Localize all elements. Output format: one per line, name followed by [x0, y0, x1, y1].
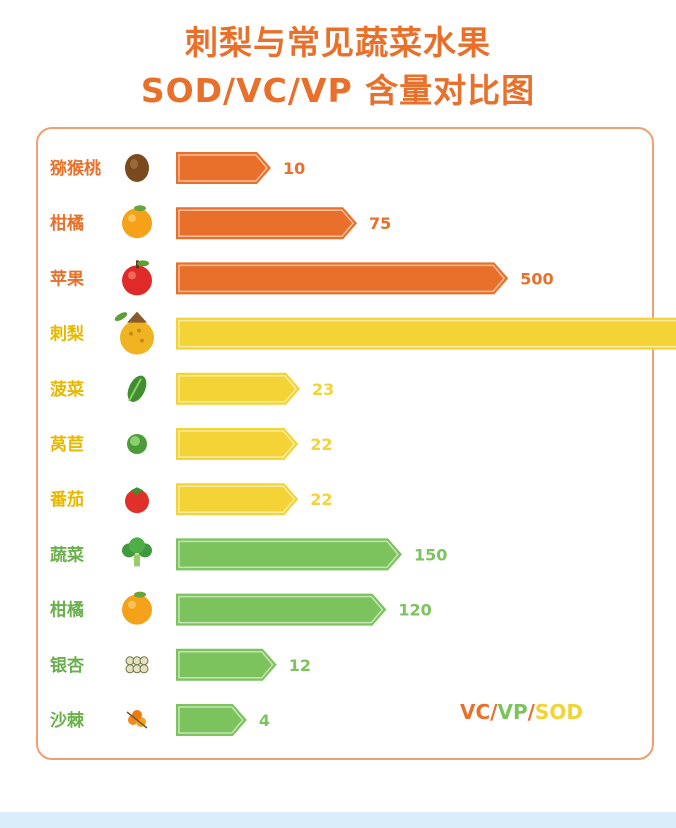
legend-sod: SOD	[534, 700, 583, 724]
kiwi-icon	[125, 154, 149, 182]
category-label: 沙棘	[50, 710, 85, 731]
value-label: 23	[312, 380, 334, 399]
chart-title-line2: SOD/VC/VP 含量对比图	[140, 71, 536, 110]
bar-highlight	[178, 595, 384, 624]
value-label: 22	[310, 435, 332, 454]
chart-title-line1: 刺梨与常见蔬菜水果	[185, 23, 491, 62]
bar-highlight	[178, 209, 355, 237]
bar	[176, 538, 402, 571]
value-label: 12	[289, 656, 311, 675]
legend-vc: VC	[460, 700, 491, 724]
orange-icon	[122, 591, 152, 625]
category-label: 苹果	[50, 268, 84, 289]
chart-panel	[36, 127, 654, 760]
bar-highlight	[178, 706, 244, 734]
bar	[176, 593, 387, 626]
bar-highlight	[178, 264, 506, 293]
prickly-pear-icon	[114, 311, 154, 355]
bar	[176, 152, 271, 184]
legend-separator: /	[490, 700, 498, 724]
sea-buckthorn-icon	[126, 710, 148, 729]
broccoli-icon	[122, 537, 152, 567]
ginkgo-icon	[125, 656, 149, 674]
bar	[176, 483, 299, 516]
bar-highlight	[178, 319, 676, 348]
bar	[176, 262, 509, 295]
value-label: 4	[259, 711, 270, 730]
bar	[176, 317, 676, 350]
legend: VC/VP/SOD	[460, 700, 583, 724]
bar	[176, 207, 358, 240]
tomato-icon	[125, 487, 149, 514]
value-label: 75	[369, 214, 391, 233]
bar-highlight	[178, 485, 296, 513]
category-label: 莴苣	[50, 435, 84, 455]
value-label: 120	[398, 601, 431, 620]
value-label: 150	[414, 545, 447, 564]
category-label: 柑橘	[50, 600, 84, 621]
apple-icon	[122, 260, 152, 296]
category-label: 菠菜	[50, 380, 85, 400]
bar	[176, 428, 299, 460]
bar-highlight	[178, 540, 399, 569]
category-label: 猕猴桃	[50, 158, 101, 179]
category-label: 刺梨	[50, 324, 85, 345]
bar	[176, 372, 301, 405]
bar-highlight	[178, 154, 268, 182]
bar-highlight	[178, 375, 297, 403]
orange-icon	[122, 205, 152, 239]
value-label: 10	[283, 159, 305, 178]
spinach-icon	[127, 375, 147, 402]
category-label: 银杏	[50, 655, 84, 676]
bottom-band	[0, 812, 676, 828]
category-label: 柑橘	[50, 213, 84, 234]
value-label: 500	[520, 269, 553, 288]
bar	[176, 704, 247, 736]
category-label: 蔬菜	[50, 545, 85, 565]
value-label: 22	[310, 490, 332, 509]
bar-highlight	[178, 430, 296, 458]
legend-separator: /	[527, 700, 535, 724]
legend-vp: VP	[497, 700, 528, 724]
bar-highlight	[178, 651, 274, 679]
bar	[176, 648, 277, 681]
category-label: 番茄	[49, 489, 84, 510]
lettuce-icon	[127, 434, 147, 454]
